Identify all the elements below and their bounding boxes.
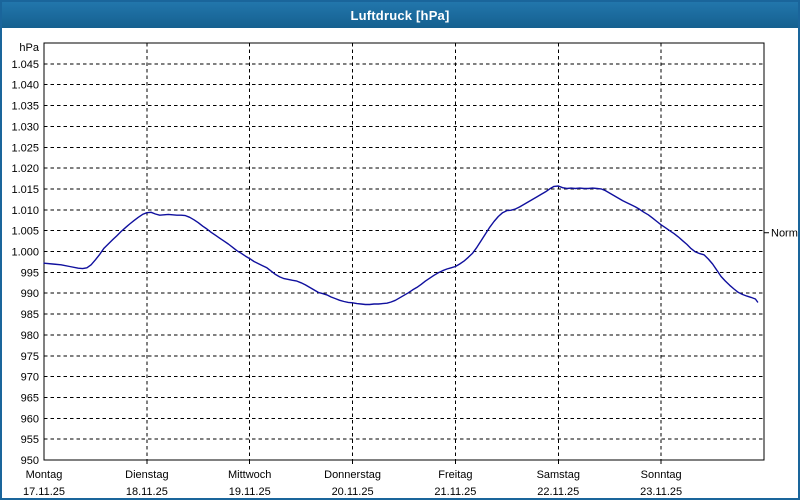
day-name-label: Dienstag: [125, 469, 168, 481]
pressure-curve-line: [43, 185, 759, 306]
y-gridlines: [44, 63, 764, 440]
window-titlebar: Luftdruck [hPa]: [2, 2, 798, 28]
y-tick-label: 990: [21, 288, 39, 300]
day-name-label: Freitag: [438, 469, 472, 481]
y-axis-labels: 1.045 1.040 1.035 1.030 1.025 1.020 1.015 1.010…: [11, 42, 39, 467]
normal-marker: Normal: [764, 228, 800, 240]
day-name-label: Samstag: [537, 469, 580, 481]
day-date-label: 18.11.25: [126, 486, 168, 498]
x-axis-labels: Montag 17.11.25 Dienstag 18.11.25 Mittwoch 19…: [23, 469, 682, 498]
window-title: Luftdruck [hPa]: [350, 7, 450, 23]
day-date-label: 21.11.25: [434, 486, 476, 498]
y-tick-label: 950: [21, 455, 39, 467]
day-name-label: Sonntag: [641, 469, 682, 481]
y-tick-label: 1.025: [11, 142, 39, 154]
y-tick-label: 1.010: [11, 205, 39, 217]
y-tick-label: 1.040: [11, 80, 39, 92]
x-gridlines: [146, 43, 662, 464]
normal-label: Normal: [771, 228, 800, 240]
y-tick-label: 985: [21, 309, 39, 321]
y-tick-label: 955: [21, 434, 39, 446]
y-tick-label: 1.045: [11, 59, 39, 71]
y-tick-label: 995: [21, 267, 39, 279]
y-tick-label: 1.000: [11, 247, 39, 259]
day-date-label: 19.11.25: [229, 486, 271, 498]
y-tick-label: 975: [21, 351, 39, 363]
y-tick-label: 970: [21, 372, 39, 384]
y-tick-label: 980: [21, 330, 39, 342]
day-date-label: 20.11.25: [332, 486, 374, 498]
day-date-label: 23.11.25: [640, 486, 682, 498]
day-date-label: 22.11.25: [537, 486, 579, 498]
y-tick-label: 1.020: [11, 163, 39, 175]
day-name-label: Donnerstag: [324, 469, 381, 481]
day-date-label: 17.11.25: [23, 486, 65, 498]
y-tick-label: 1.005: [11, 226, 39, 238]
y-tick-label: 1.035: [11, 101, 39, 113]
day-name-label: Mittwoch: [228, 469, 271, 481]
pressure-curve: [43, 185, 759, 306]
y-tick-label: 1.030: [11, 121, 39, 133]
y-tick-label: 965: [21, 392, 39, 404]
y-tick-label: 1.015: [11, 184, 39, 196]
y-axis-unit-label: hPa: [19, 42, 39, 54]
day-name-label: Montag: [26, 469, 63, 481]
y-tick-label: 960: [21, 413, 39, 425]
